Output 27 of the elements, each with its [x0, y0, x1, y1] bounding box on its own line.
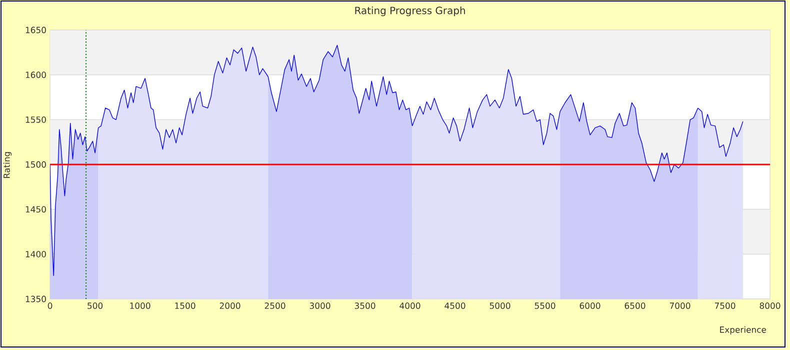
chart-title: Rating Progress Graph	[355, 6, 465, 16]
x-tick-label: 2500	[264, 302, 286, 309]
x-tick-label: 7500	[714, 302, 736, 309]
x-tick-label: 7000	[670, 302, 690, 309]
x-tick-label: 4500	[444, 302, 466, 309]
y-axis-title: Rating	[3, 152, 12, 178]
x-axis-title: Experience	[720, 326, 766, 334]
y-tick-label: 1350	[26, 296, 46, 302]
y-tick-label: 1400	[26, 250, 46, 258]
x-tick-label: 5000	[490, 302, 510, 309]
x-tick-label: 6500	[624, 302, 646, 309]
x-tick-label: 0	[48, 302, 52, 309]
y-tick-label: 1450	[26, 206, 46, 213]
y-tick-label: 1650	[26, 26, 46, 34]
x-tick-label: 3000	[310, 302, 330, 309]
x-tick-label: 1000	[130, 302, 150, 309]
x-tick-label: 1500	[175, 302, 196, 309]
x-tick-label: 3500	[354, 302, 376, 309]
x-tick-label: 6000	[580, 302, 600, 309]
x-tick-label: 500	[88, 302, 103, 309]
x-tick-label: 4000	[400, 302, 420, 309]
x-tick-label: 2000	[220, 302, 240, 309]
y-tick-label: 1550	[26, 116, 46, 123]
x-tick-label: 5500	[534, 302, 556, 309]
y-tick-label: 1600	[26, 72, 46, 78]
y-tick-label: 1500	[26, 161, 46, 168]
x-tick-label: 8000	[760, 302, 780, 309]
